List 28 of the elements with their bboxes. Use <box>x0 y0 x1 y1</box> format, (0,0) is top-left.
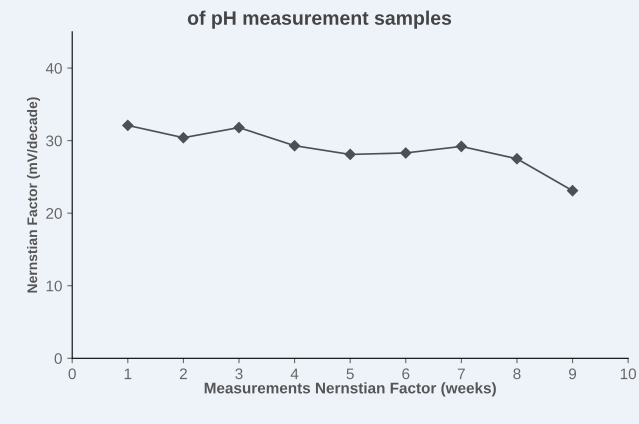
point <box>288 140 300 152</box>
point <box>511 153 523 164</box>
x-tick-label: 9 <box>569 368 576 380</box>
y-tick-label: 0 <box>54 353 62 364</box>
x-tick-label: 1 <box>124 368 132 380</box>
x-tick-label: 10 <box>620 368 636 380</box>
point <box>456 140 467 152</box>
x-tick-label: 3 <box>235 368 243 380</box>
x-tick-label: 2 <box>180 368 187 380</box>
chart-title: of pH measurement samples <box>188 10 452 29</box>
y-tick-label: 30 <box>46 135 62 146</box>
point <box>122 120 134 131</box>
y-tick-label: 20 <box>46 208 62 219</box>
point <box>566 185 578 196</box>
point <box>233 122 245 134</box>
x-tick-label: 0 <box>68 368 76 380</box>
y-tick-label: 40 <box>46 62 62 74</box>
x-tick-label: 6 <box>402 368 410 380</box>
y-tick-label: 10 <box>46 280 62 292</box>
y-axis-title: Nernstian Factor (mV/decade) <box>26 97 40 293</box>
x-tick-label: 8 <box>513 368 521 380</box>
point <box>178 132 189 144</box>
point <box>400 147 412 159</box>
x-tick-label: 5 <box>346 368 354 380</box>
point <box>344 148 356 160</box>
x-axis-title: Measurements Nernstian Factor (weeks) <box>204 382 496 396</box>
x-tick-label: 7 <box>458 368 465 380</box>
x-tick-label: 4 <box>290 368 298 380</box>
